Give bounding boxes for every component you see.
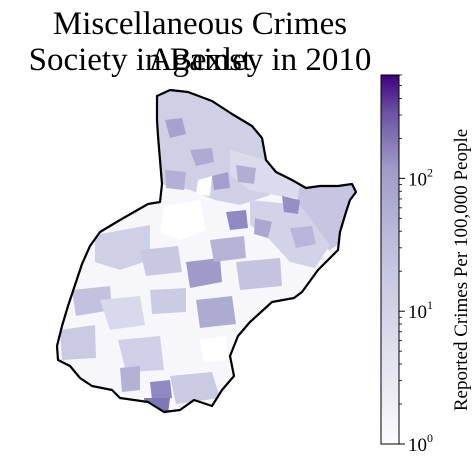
ward-region [212, 172, 230, 190]
ward-region [226, 210, 248, 230]
ward-region [140, 246, 182, 276]
colorbar-ticks: 100 101 102 [399, 74, 433, 456]
colorbar-gradient [380, 74, 400, 445]
colorbar-tick-label: 101 [408, 298, 433, 323]
ward-region [160, 200, 206, 240]
ward-region [165, 170, 186, 190]
ward-region [190, 148, 214, 166]
ward-region [236, 165, 256, 184]
ward-region [230, 150, 320, 200]
ward-regions [60, 90, 356, 412]
ward-region [254, 218, 272, 238]
colorbar-tick-label: 102 [408, 165, 433, 190]
ward-region [186, 258, 222, 288]
colorbar-tick-label: 100 [408, 431, 433, 456]
ward-region [236, 258, 282, 290]
ward-region [165, 118, 186, 138]
ward-region [118, 336, 164, 372]
borough-base [57, 90, 356, 412]
ward-region [95, 225, 150, 270]
ward-region [250, 200, 330, 268]
ward-region [120, 366, 140, 392]
ward-region [170, 372, 220, 404]
ward-region [200, 336, 228, 362]
ward-region [210, 236, 246, 262]
ward-region [72, 286, 112, 316]
borough-outline [55, 88, 358, 414]
ward-region [282, 196, 300, 214]
ward-region [196, 296, 236, 328]
ward-region [150, 380, 172, 400]
map-title-line-1: Miscellaneous Crimes Against [52, 6, 348, 78]
ward-region [290, 226, 316, 248]
ward-region [150, 288, 186, 314]
map-title-line-2: Society in Bexley in 2010 [28, 42, 372, 78]
ward-region [100, 296, 145, 330]
ward-region [60, 325, 96, 360]
colorbar-label: Reported Crimes Per 100,000 People [451, 128, 472, 412]
ward-region [196, 176, 212, 196]
